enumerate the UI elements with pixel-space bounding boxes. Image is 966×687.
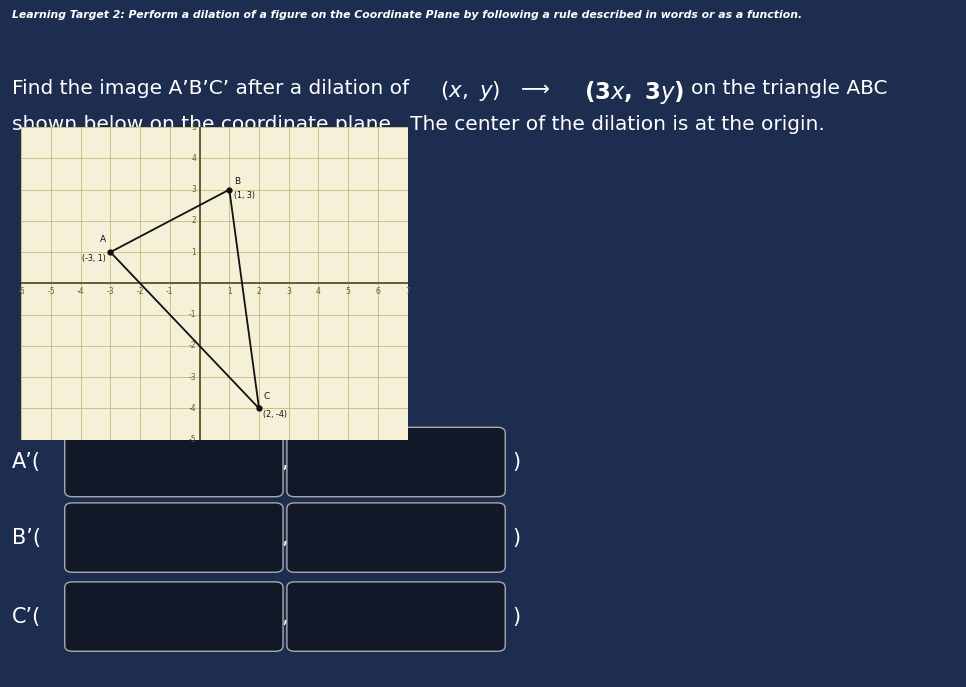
- Text: -4: -4: [188, 404, 196, 413]
- Text: ): ): [512, 607, 520, 627]
- FancyBboxPatch shape: [287, 427, 505, 497]
- Text: (2, -4): (2, -4): [264, 410, 288, 419]
- Text: shown below on the coordinate plane.  The center of the dilation is at the origi: shown below on the coordinate plane. The…: [12, 115, 824, 135]
- Text: 7: 7: [405, 287, 411, 296]
- Text: Learning Target 2: Perform a dilation of a figure on the Coordinate Plane by fol: Learning Target 2: Perform a dilation of…: [12, 10, 802, 21]
- Text: on the triangle ABC: on the triangle ABC: [691, 79, 887, 98]
- Text: Find the image A’B’C’ after a dilation of: Find the image A’B’C’ after a dilation o…: [12, 79, 415, 98]
- Text: (1, 3): (1, 3): [234, 191, 255, 200]
- Text: -5: -5: [47, 287, 55, 296]
- Text: 2: 2: [191, 216, 196, 225]
- Text: -6: -6: [17, 287, 25, 296]
- Text: ,: ,: [282, 607, 288, 627]
- Text: ,: ,: [282, 452, 288, 472]
- Text: A: A: [99, 236, 106, 245]
- Text: -4: -4: [77, 287, 84, 296]
- FancyBboxPatch shape: [287, 503, 505, 572]
- Text: ,: ,: [282, 528, 288, 548]
- Text: 2: 2: [257, 287, 262, 296]
- FancyBboxPatch shape: [65, 503, 283, 572]
- Text: 3: 3: [191, 185, 196, 194]
- Text: 6: 6: [376, 287, 381, 296]
- Text: ): ): [512, 452, 520, 472]
- Text: -3: -3: [106, 287, 114, 296]
- Text: -1: -1: [166, 287, 174, 296]
- Text: 1: 1: [227, 287, 232, 296]
- Text: -2: -2: [188, 341, 196, 350]
- Text: C: C: [264, 392, 270, 401]
- Text: B: B: [234, 177, 240, 186]
- FancyBboxPatch shape: [65, 582, 283, 651]
- Text: -3: -3: [188, 372, 196, 382]
- FancyBboxPatch shape: [65, 427, 283, 497]
- Text: (-3, 1): (-3, 1): [82, 254, 106, 262]
- Text: $\longrightarrow$: $\longrightarrow$: [517, 79, 551, 98]
- Text: 5: 5: [191, 122, 196, 132]
- Text: -2: -2: [136, 287, 144, 296]
- Text: B’(: B’(: [12, 528, 41, 548]
- Text: -5: -5: [188, 435, 196, 444]
- Text: 4: 4: [191, 154, 196, 163]
- Text: 3: 3: [286, 287, 291, 296]
- Text: 5: 5: [346, 287, 351, 296]
- FancyBboxPatch shape: [287, 582, 505, 651]
- Text: A’(: A’(: [12, 452, 41, 472]
- Text: 1: 1: [191, 247, 196, 257]
- Text: C’(: C’(: [12, 607, 41, 627]
- Text: $(\mathit{x},\ \mathit{y})$: $(\mathit{x},\ \mathit{y})$: [440, 79, 499, 103]
- Text: -1: -1: [188, 310, 196, 319]
- Text: $\mathbf{(3\mathit{x},\ 3\mathit{y})}$: $\mathbf{(3\mathit{x},\ 3\mathit{y})}$: [584, 79, 685, 106]
- Text: 4: 4: [316, 287, 321, 296]
- Text: ): ): [512, 528, 520, 548]
